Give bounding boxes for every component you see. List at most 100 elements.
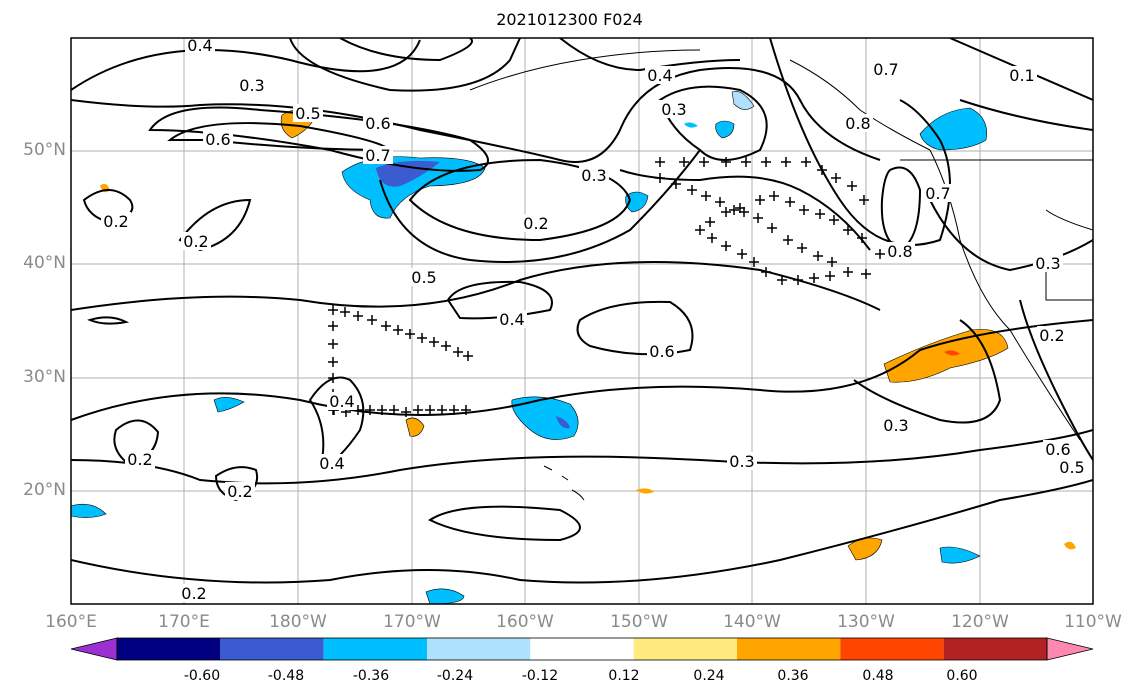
contour-label-bg: [237, 76, 267, 94]
contour-label: 0.4: [319, 454, 344, 473]
lon-tick: 170°E: [158, 612, 210, 632]
contour-label-bg: [647, 342, 677, 360]
colorbar-extend-high: [1046, 637, 1094, 661]
shade-pos-small3: [636, 488, 654, 494]
shade-neg-small3: [71, 503, 107, 518]
colorbar-swatch: [117, 638, 221, 660]
contour-label: 0.2: [103, 212, 128, 231]
contour-label-bg: [125, 450, 155, 468]
contour-label-bg: [203, 130, 233, 148]
contour-label: 0.4: [499, 310, 524, 329]
contour-label: 0.7: [925, 184, 950, 203]
colorbar-label: -0.12: [521, 668, 559, 684]
shade-neg-small4: [425, 588, 465, 604]
contour-label: 0.2: [181, 584, 206, 603]
colorbar-swatch: [737, 638, 841, 660]
contour-label-bg: [1057, 458, 1087, 476]
contour-label: 0.3: [729, 452, 754, 471]
contour-label: 0.5: [411, 268, 436, 287]
contour-label: 0.4: [647, 66, 672, 85]
contour-label-bg: [225, 482, 255, 500]
colorbar-label: -0.48: [267, 668, 305, 684]
contour-label: 0.4: [187, 36, 212, 55]
lon-tick: 180°W: [269, 612, 327, 632]
contour-label-bg: [521, 214, 551, 232]
colorbar-swatch: [840, 638, 944, 660]
contour-label-bg: [659, 100, 689, 118]
shade-neg-gulf: [715, 120, 735, 139]
contour-label: 0.2: [523, 214, 548, 233]
shade-neg-hawaii-core: [556, 416, 570, 429]
contour-label-bg: [363, 114, 393, 132]
colorbar-label: -0.60: [183, 668, 221, 684]
contour-label: 0.4: [329, 392, 354, 411]
contour-label: 0.6: [649, 342, 674, 361]
contour-label-bg: [363, 146, 393, 164]
contour-label-bg: [1043, 440, 1073, 458]
colorbar-frame: [116, 637, 1048, 661]
contour-label-bg: [497, 310, 527, 328]
shade-pos-small1: [405, 417, 425, 437]
shade-neg-hawaii: [511, 396, 579, 440]
contour-label-bg: [185, 38, 215, 54]
contour-label-bg: [293, 104, 323, 122]
contour-label-bg: [409, 268, 439, 286]
lon-tick: 160°E: [45, 612, 97, 632]
map-title: 2021012300 F024: [496, 10, 643, 29]
colorbar-swatch: [427, 638, 531, 660]
contour-label: 0.8: [887, 242, 912, 261]
contour-label: 0.2: [1039, 326, 1064, 345]
contour-label: 0.2: [183, 232, 208, 251]
lon-tick: 140°W: [723, 612, 781, 632]
contour-label: 0.5: [295, 104, 320, 123]
shade-neg-small1: [939, 546, 981, 564]
contour-label: 0.7: [873, 60, 898, 79]
colorbar-swatch: [220, 638, 324, 660]
colorbar-label: 0.24: [693, 668, 725, 684]
contour-label: 0.6: [205, 130, 230, 149]
contour-label-bg: [1037, 326, 1067, 344]
contour-label: 0.6: [1045, 440, 1070, 459]
contour-label-bg: [101, 212, 131, 230]
contour-label: 0.7: [365, 146, 390, 165]
colorbar-label: 0.60: [946, 668, 978, 684]
colorbar: [70, 637, 1094, 661]
contour-label: 0.1: [1009, 66, 1034, 85]
lon-tick: 170°W: [383, 612, 441, 632]
contour-label-bg: [881, 416, 911, 434]
lon-tick: 130°W: [837, 612, 895, 632]
shade-neg-ne: [919, 107, 987, 151]
lon-tick: 160°W: [496, 612, 554, 632]
contour-label: 0.6: [365, 114, 390, 133]
colorbar-label: 0.36: [777, 668, 809, 684]
colorbar-swatch: [530, 638, 634, 660]
shade-pos-east-core: [944, 350, 960, 356]
colorbar-swatch: [633, 638, 737, 660]
shade-neg-small2: [213, 397, 245, 413]
shade-neg-mid: [625, 191, 649, 213]
colorbar-label: 0.48: [862, 668, 894, 684]
colorbar-label: 0.12: [608, 668, 640, 684]
shade-neg-central-core: [376, 160, 440, 187]
contour-label-bg: [871, 60, 901, 78]
contour-label-bg: [645, 66, 675, 84]
shade-pos-small5: [1064, 541, 1076, 550]
contour-label: 0.8: [845, 114, 870, 133]
contour-label-bg: [727, 452, 757, 470]
lat-tick: 40°N: [23, 253, 66, 273]
lon-tick: 110°W: [1064, 612, 1122, 632]
lat-tick: 20°N: [23, 480, 66, 500]
shade-neg-small5: [684, 122, 698, 128]
contour-label-bg: [181, 232, 211, 250]
contour-label: 0.5: [1059, 458, 1084, 477]
colorbar-extend-low: [70, 637, 118, 661]
contour-label: 0.3: [1035, 254, 1060, 273]
shade-neg-gulf2: [731, 91, 755, 110]
contour-label-bg: [1033, 254, 1063, 272]
contour-label-bg: [317, 454, 347, 472]
colorbar-swatch: [943, 638, 1047, 660]
lon-tick: 120°W: [951, 612, 1009, 632]
lat-tick: 30°N: [23, 367, 66, 387]
contour-label: 0.2: [227, 482, 252, 501]
